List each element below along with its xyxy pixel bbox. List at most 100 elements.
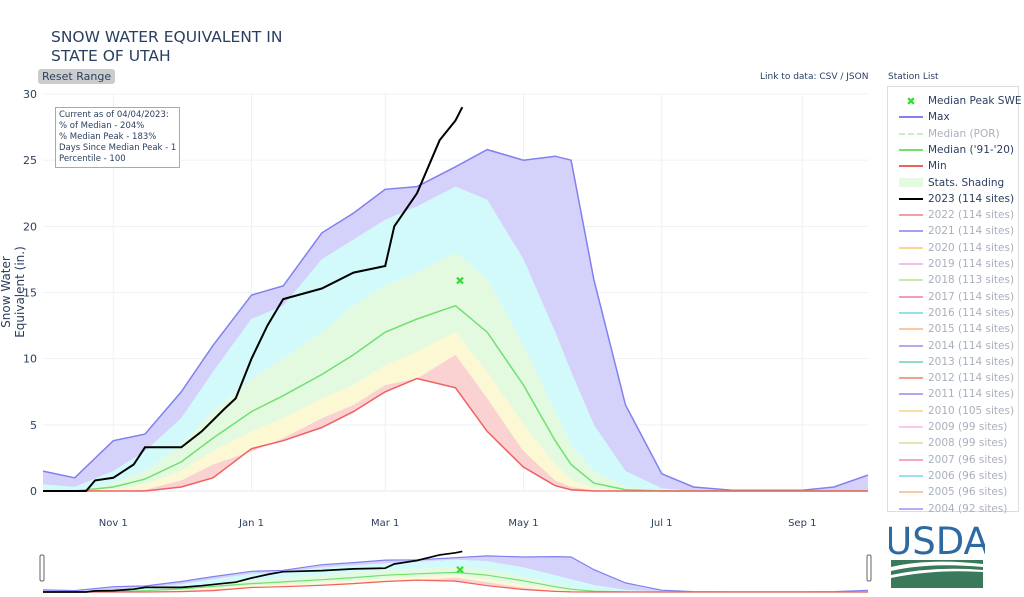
legend-swatch	[899, 491, 923, 494]
band-p90-p70	[43, 186, 868, 491]
y-tick-label: 10	[23, 353, 37, 366]
legend-label: 2020 (114 sites)	[928, 241, 1015, 254]
max-line	[42, 148, 869, 492]
min-line	[43, 377, 868, 492]
legend-label: 2011 (114 sites)	[928, 388, 1015, 401]
current-stats-box: Current as of 04/04/2023: % of Median - …	[55, 107, 181, 168]
legend-swatch	[899, 197, 923, 200]
legend-label: 2007 (96 sites)	[928, 453, 1008, 466]
usda-logo-text: USDA	[889, 520, 985, 563]
x-tick-label: Sep 1	[788, 518, 816, 529]
x-tick-label: Nov 1	[99, 518, 128, 529]
station-list-link[interactable]: Station List	[888, 72, 939, 82]
range-slider-right-handle[interactable]	[866, 554, 872, 582]
legend-label: 2013 (114 sites)	[928, 355, 1015, 368]
legend-swatch	[899, 246, 923, 249]
legend-label: 2022 (114 sites)	[928, 209, 1015, 222]
range-slider-left-handle[interactable]	[39, 554, 45, 582]
info-pct-median-peak: % Median Peak - 183%	[59, 132, 157, 142]
legend-swatch	[899, 344, 923, 347]
legend-label: Min	[928, 160, 947, 173]
legend-label: 2014 (114 sites)	[928, 339, 1015, 352]
legend-item[interactable]: 2023 (114 sites)	[888, 191, 1014, 207]
legend-item[interactable]: 2014 (114 sites)	[888, 338, 1014, 354]
legend-label: 2009 (99 sites)	[928, 421, 1008, 433]
info-days-since-peak: Days Since Median Peak - 1	[59, 143, 177, 153]
legend-item[interactable]: 2007 (96 sites)	[888, 452, 1007, 468]
legend-swatch	[899, 311, 923, 314]
y-tick-label: 25	[23, 154, 37, 167]
chart-title: SNOW WATER EQUIVALENT IN STATE OF UTAH	[51, 28, 351, 66]
legend-label: Max	[928, 111, 950, 124]
x-tick-label: Jan 1	[238, 518, 264, 529]
stats-shading	[43, 149, 868, 491]
legend-item[interactable]: ✖ Median Peak SWE	[888, 93, 1021, 109]
legend-label: 2015 (114 sites)	[928, 323, 1015, 336]
mini-median-peak-marker[interactable]	[456, 565, 464, 574]
mini-band-p10-min	[43, 577, 868, 592]
usda-logo: USDA	[889, 520, 985, 588]
legend-item[interactable]: 2011 (114 sites)	[888, 386, 1014, 402]
y-tick-label: 20	[23, 220, 37, 233]
legend-item[interactable]: 2016 (114 sites)	[888, 305, 1014, 321]
legend-label: 2005 (96 sites)	[928, 486, 1008, 499]
legend-swatch	[899, 507, 923, 510]
legend-item[interactable]: 2012 (114 sites)	[888, 370, 1014, 386]
reset-range-button[interactable]: Reset Range	[38, 69, 116, 84]
json-link[interactable]: JSON	[846, 72, 869, 82]
legend-item[interactable]: 2020 (114 sites)	[888, 240, 1014, 256]
legend-swatch	[899, 442, 923, 445]
legend-item[interactable]: 2019 (114 sites)	[888, 256, 1014, 272]
legend-swatch	[899, 393, 923, 396]
chart-title-line-2: STATE OF UTAH	[51, 47, 171, 65]
axis-ticks: 0 5 10 15 20 25 30 Nov 1 Jan 1 Mar 1 May 1 Jul 1 Sep…	[23, 88, 816, 529]
legend-item[interactable]: Max	[888, 109, 950, 125]
legend-label: 2012 (114 sites)	[928, 372, 1015, 385]
current-year-line[interactable]	[43, 106, 464, 492]
info-percentile: Percentile - 100	[59, 154, 126, 164]
legend-swatch	[899, 148, 923, 151]
range-slider[interactable]	[39, 550, 872, 593]
legend-item[interactable]: 2021 (114 sites)	[888, 223, 1014, 239]
legend-swatch	[899, 426, 923, 428]
links-prefix: Link to data:	[760, 72, 820, 82]
median-peak-marker[interactable]	[456, 276, 464, 285]
legend-label: 2021 (114 sites)	[928, 225, 1015, 238]
legend-item[interactable]: 2010 (105 sites)	[888, 403, 1014, 419]
legend-item[interactable]: 2008 (99 sites)	[888, 435, 1007, 451]
legend-swatch	[899, 230, 923, 233]
legend-item[interactable]: 2005 (96 sites)	[888, 484, 1007, 500]
legend-swatch	[899, 214, 923, 217]
mini-lines	[42, 550, 869, 593]
legend-item[interactable]: 2022 (114 sites)	[888, 207, 1014, 223]
legend-label: 2008 (99 sites)	[928, 437, 1008, 450]
legend-item[interactable]: Min	[888, 158, 947, 174]
csv-link[interactable]: CSV	[819, 72, 838, 82]
legend-label: Stats. Shading	[928, 176, 1005, 189]
band-p70-p30	[43, 252, 868, 491]
legend-item[interactable]: Median (POR)	[888, 126, 1000, 142]
legend-item[interactable]: 2009 (99 sites)	[888, 419, 1007, 435]
legend-label: 2004 (92 sites)	[928, 502, 1008, 515]
band-max-p90	[43, 149, 868, 491]
y-tick-label: 30	[23, 88, 37, 101]
legend-item[interactable]: 2015 (114 sites)	[888, 321, 1014, 337]
legend-item[interactable]: Stats. Shading	[888, 175, 1004, 191]
mini-current-year-line[interactable]	[43, 550, 463, 593]
legend-swatch	[899, 360, 923, 363]
x-tick-label: Mar 1	[371, 518, 399, 529]
x-marker-icon: ✖	[906, 94, 916, 108]
legend-item[interactable]: 2004 (92 sites)	[888, 501, 1007, 517]
legend-label: 2016 (114 sites)	[928, 306, 1015, 319]
legend-item[interactable]: 2013 (114 sites)	[888, 354, 1014, 370]
legend-item[interactable]: 2006 (96 sites)	[888, 468, 1007, 484]
legend-label: 2018 (113 sites)	[928, 274, 1015, 287]
legend-swatch	[899, 279, 923, 282]
mini-min-line	[43, 579, 868, 593]
legend-item[interactable]: 2017 (114 sites)	[888, 289, 1014, 305]
legend-item[interactable]: Median ('91-'20)	[888, 142, 1014, 158]
legend-item[interactable]: 2018 (113 sites)	[888, 272, 1014, 288]
chart-title-line-1: SNOW WATER EQUIVALENT IN	[51, 28, 283, 46]
legend-swatch	[899, 458, 923, 461]
